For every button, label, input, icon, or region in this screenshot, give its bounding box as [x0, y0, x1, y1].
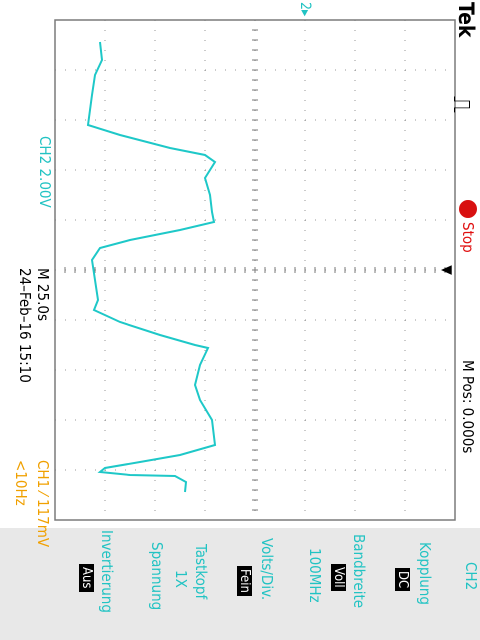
menu-tastkopf-value: 1X — [172, 570, 190, 588]
trigger-edge-icon: ⎍ — [448, 96, 476, 113]
graticule-grid — [54, 19, 456, 521]
ch2-ground-marker: 2▸ — [297, 2, 313, 17]
menu-bandbreite-label: Bandbreite — [350, 534, 368, 609]
menu-tastkopf-label: Tastkopf — [192, 544, 210, 600]
menu-volts-button[interactable]: Fein — [237, 566, 252, 596]
menu-invert-button[interactable]: Aus — [79, 564, 94, 592]
ch2-waveform — [86, 41, 217, 493]
acquisition-status: Stop — [459, 222, 477, 253]
stop-indicator-icon — [459, 200, 477, 218]
menu-invert-label: Invertierung — [98, 530, 116, 613]
menu-bandbreite-sub: 100MHz — [306, 548, 324, 603]
menu-title-ch2: CH2 — [462, 562, 480, 591]
menu-kopplung-button[interactable]: DC — [395, 568, 410, 592]
timebase-readout: M 25.0s — [34, 268, 52, 321]
frequency-readout: <10Hz — [12, 460, 30, 506]
ch2-volts-readout: CH2 2.00V — [36, 136, 54, 208]
brand-logo: Tek — [454, 2, 478, 38]
menu-bandbreite-button[interactable]: Voll — [331, 564, 346, 591]
menu-tastkopf-sub[interactable]: Spannung — [148, 542, 166, 611]
trigger-readout: CH1 ⁄ 117mV — [34, 460, 52, 548]
menu-kopplung-label: Kopplung — [416, 542, 434, 605]
trigger-position-marker: ▲ — [437, 265, 454, 275]
horizontal-position: M Pos: 0.000s — [459, 360, 477, 454]
timestamp-readout: 24–Feb–16 15:10 — [16, 268, 34, 383]
menu-volts-label: Volts/Div. — [258, 538, 276, 601]
